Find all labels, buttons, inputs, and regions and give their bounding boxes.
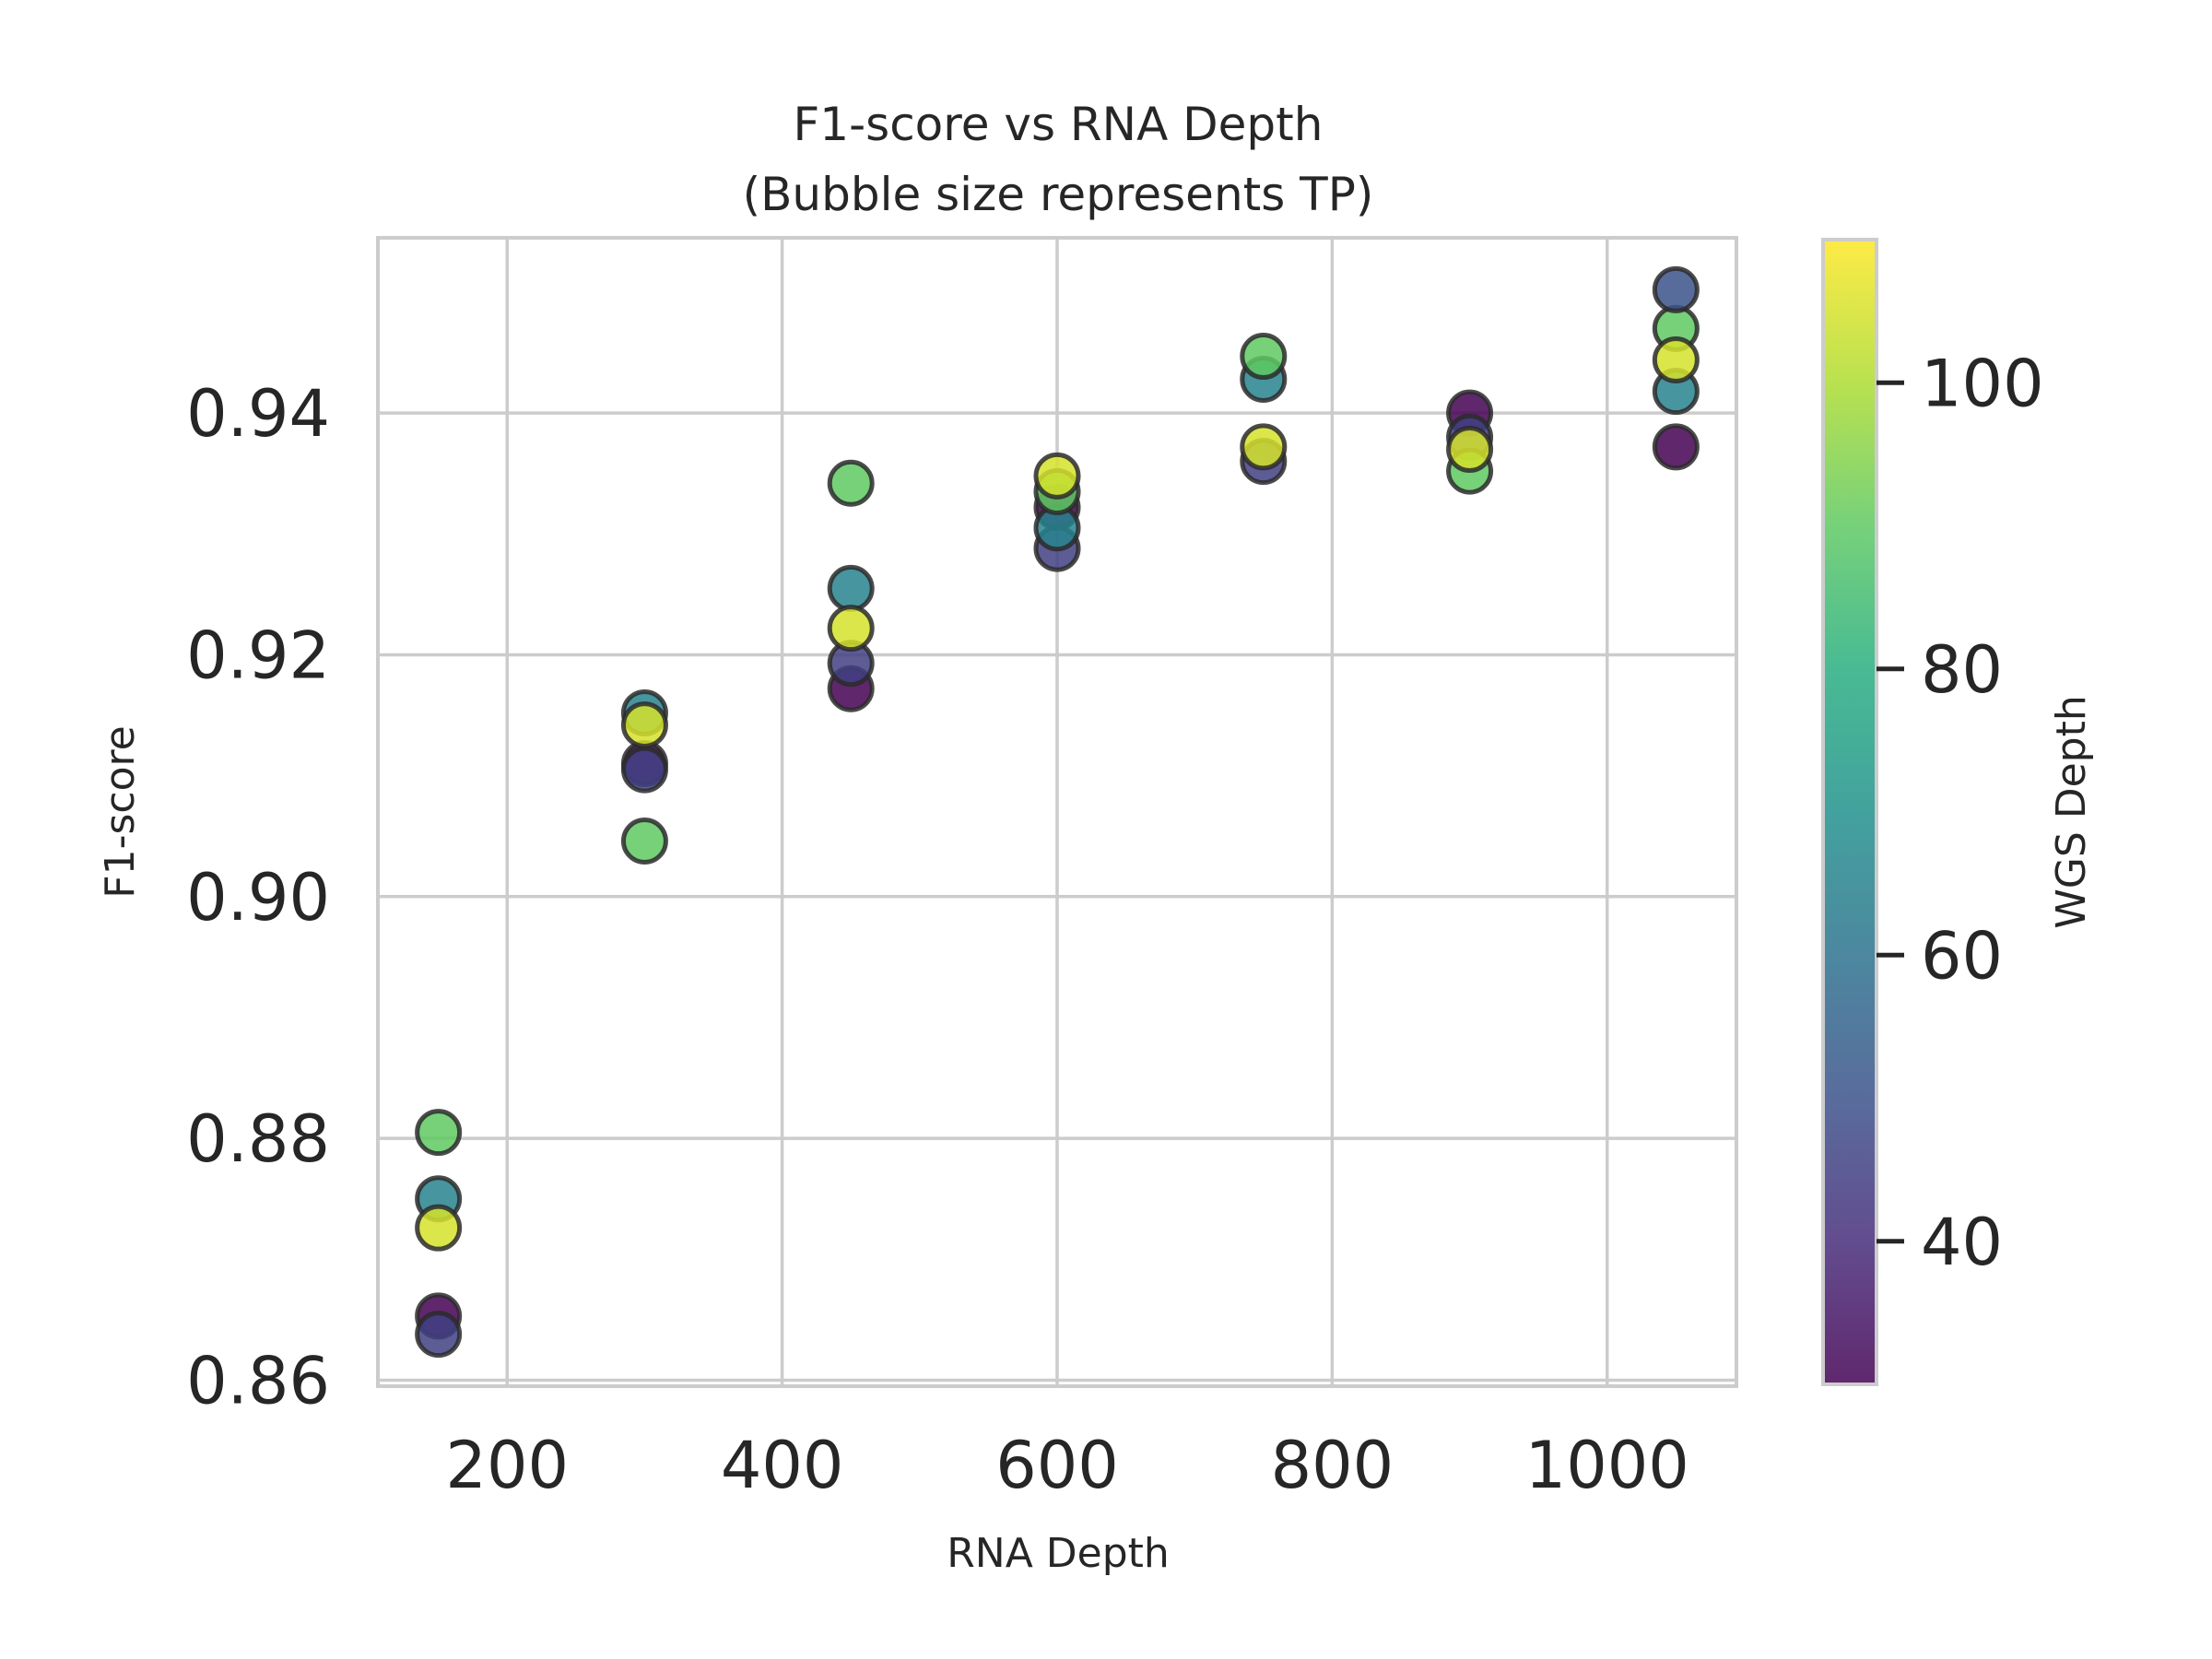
data-point <box>1240 333 1288 381</box>
x-tick-labels: 200 400 600 800 1000 <box>445 1428 1688 1503</box>
x-tick-label: 400 <box>721 1428 844 1503</box>
data-point <box>1446 426 1494 474</box>
grid <box>378 238 1736 1386</box>
data-point <box>415 1204 463 1252</box>
data-point <box>1652 335 1700 383</box>
data-point <box>1652 423 1700 471</box>
chart-title: F1-score vs RNA Depth <box>794 98 1324 151</box>
data-point <box>1240 423 1288 471</box>
y-tick-label: 0.90 <box>186 860 330 935</box>
data-point <box>415 1311 463 1359</box>
data-point <box>1033 452 1081 500</box>
x-axis-label: RNA Depth <box>947 1530 1170 1577</box>
colorbar-tick-label: 60 <box>1921 918 2003 994</box>
colorbar-frame <box>1821 238 1878 1386</box>
y-axis-label: F1-score <box>97 725 144 898</box>
y-tick-labels: 0.86 0.88 0.90 0.92 0.94 <box>186 376 330 1418</box>
y-tick-label: 0.94 <box>186 376 330 452</box>
y-tick-label: 0.86 <box>186 1343 330 1418</box>
data-point <box>827 459 875 507</box>
colorbar-tick-label: 80 <box>1921 632 2003 708</box>
data-point <box>827 605 875 653</box>
data-point <box>620 746 668 794</box>
colorbar-tick-label: 40 <box>1921 1205 2003 1280</box>
data-points <box>415 265 1700 1359</box>
x-tick-label: 200 <box>445 1428 569 1503</box>
x-tick-label: 600 <box>995 1428 1119 1503</box>
y-tick-label: 0.88 <box>186 1101 330 1177</box>
colorbar-tick-label: 100 <box>1921 346 2044 421</box>
colorbar-label: WGS Depth <box>2048 695 2095 929</box>
colorbar-ticks: 40 60 80 100 <box>1877 346 2044 1280</box>
y-tick-label: 0.92 <box>186 618 330 693</box>
data-point <box>620 701 668 749</box>
x-tick-label: 800 <box>1271 1428 1394 1503</box>
data-point <box>415 1109 463 1157</box>
chart-subtitle: (Bubble size represents TP) <box>743 168 1374 221</box>
data-point <box>827 564 875 612</box>
plot-frame <box>376 236 1738 1388</box>
data-point <box>1652 265 1700 313</box>
x-tick-label: 1000 <box>1525 1428 1689 1503</box>
colorbar <box>1823 240 1877 1384</box>
data-point <box>620 817 668 865</box>
